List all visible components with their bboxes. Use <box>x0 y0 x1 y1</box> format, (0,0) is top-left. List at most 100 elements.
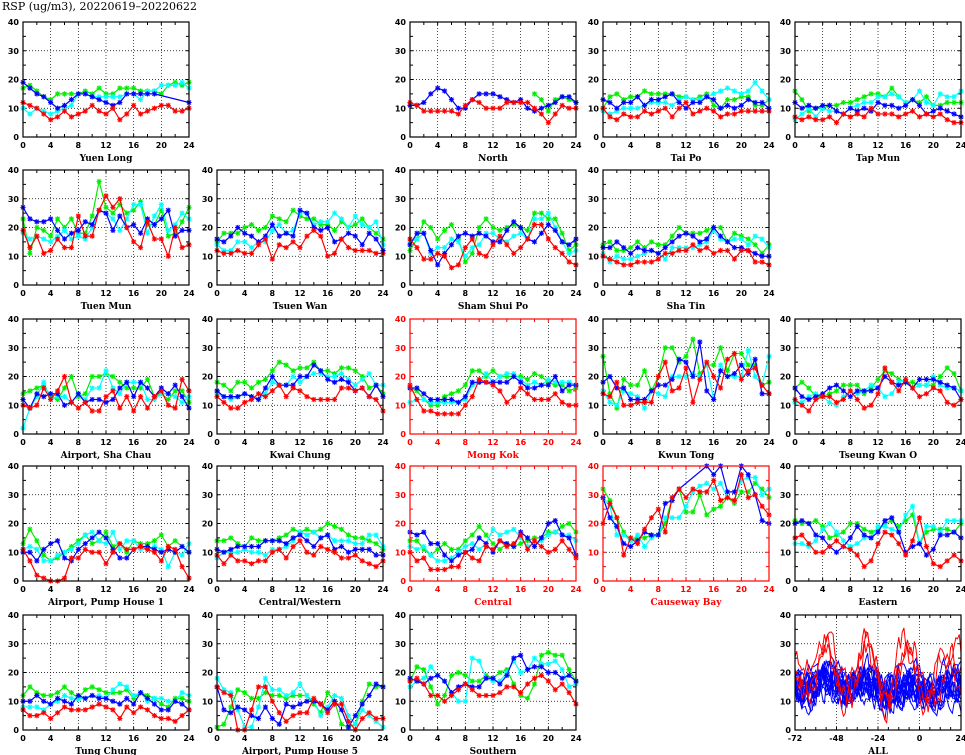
data-point <box>882 394 888 400</box>
data-point <box>711 250 717 256</box>
x-tick-label: 20 <box>543 289 555 298</box>
data-point <box>937 102 943 108</box>
data-point <box>27 82 33 88</box>
data-point <box>923 99 930 106</box>
data-point <box>538 396 545 403</box>
data-point <box>131 408 137 414</box>
data-point <box>110 216 116 222</box>
x-tick-label: 8 <box>76 734 82 743</box>
data-point <box>504 371 510 377</box>
data-point <box>311 359 317 365</box>
plot-frame <box>22 318 190 435</box>
plot-frame <box>794 318 962 435</box>
data-point <box>283 230 289 236</box>
data-point <box>916 515 923 521</box>
data-point <box>27 250 33 256</box>
data-point <box>847 382 853 388</box>
data-point <box>248 549 255 555</box>
data-point <box>462 105 468 111</box>
data-point <box>165 233 171 239</box>
data-point <box>82 546 88 552</box>
data-point <box>896 382 902 388</box>
data-point <box>476 242 482 248</box>
x-tick-label: 8 <box>656 141 662 150</box>
y-tick-label: 30 <box>588 47 600 56</box>
data-point <box>916 541 923 547</box>
data-point <box>896 94 902 100</box>
y-tick-label: 10 <box>202 252 214 261</box>
data-point <box>359 558 365 564</box>
data-point <box>27 85 33 91</box>
data-point <box>221 549 227 555</box>
data-point <box>930 523 936 529</box>
data-point <box>566 546 572 552</box>
y-tick-label: 20 <box>395 76 407 85</box>
data-point <box>607 399 613 405</box>
data-point <box>248 724 255 730</box>
data-point <box>847 543 853 550</box>
data-point <box>269 388 275 394</box>
plot-frame <box>409 318 577 435</box>
data-point <box>283 692 289 699</box>
data-point <box>621 245 627 251</box>
data-point <box>75 707 81 713</box>
data-point <box>711 362 717 368</box>
data-point <box>566 667 572 673</box>
data-point <box>82 219 88 225</box>
data-point <box>614 108 620 114</box>
data-point <box>903 552 909 558</box>
data-point <box>103 193 109 199</box>
data-point <box>518 376 524 382</box>
data-point <box>490 546 496 552</box>
data-point <box>490 91 496 97</box>
data-point <box>614 379 620 385</box>
data-point <box>711 486 717 492</box>
data-point <box>483 371 489 377</box>
data-point <box>96 538 102 544</box>
data-point <box>82 541 88 547</box>
plot-frame <box>22 169 190 286</box>
data-point <box>504 99 510 106</box>
data-point <box>255 715 262 722</box>
y-tick-label: 10 <box>8 252 20 261</box>
data-point <box>290 227 296 233</box>
data-point <box>68 230 75 236</box>
data-point <box>124 379 130 385</box>
data-point <box>48 394 54 400</box>
data-point <box>283 541 289 547</box>
data-point <box>338 543 345 550</box>
data-point <box>469 555 475 561</box>
y-tick-label: 20 <box>202 669 214 678</box>
data-point <box>110 373 116 380</box>
data-point <box>923 376 930 382</box>
data-point <box>103 204 109 210</box>
data-point <box>276 242 282 248</box>
data-point <box>826 394 833 400</box>
data-point <box>117 85 123 91</box>
data-point <box>497 681 503 687</box>
data-point <box>607 503 613 509</box>
data-point <box>304 233 310 239</box>
data-point <box>124 111 130 117</box>
data-point <box>165 253 171 259</box>
data-point <box>504 239 510 245</box>
data-point <box>511 394 517 400</box>
data-point <box>868 105 874 111</box>
data-point <box>889 515 895 521</box>
x-tick-label: 0 <box>917 734 923 743</box>
data-point <box>172 222 178 228</box>
x-tick-label: 20 <box>156 438 168 447</box>
data-point <box>854 523 860 529</box>
data-point <box>41 236 47 242</box>
data-point <box>483 379 489 385</box>
data-point <box>511 219 517 225</box>
y-tick-label: 30 <box>395 491 407 500</box>
data-point <box>882 523 888 529</box>
data-point <box>311 698 317 704</box>
data-point <box>875 391 881 397</box>
data-point <box>621 376 627 382</box>
data-point <box>951 552 957 558</box>
data-point <box>738 376 744 382</box>
data-point <box>428 692 434 699</box>
